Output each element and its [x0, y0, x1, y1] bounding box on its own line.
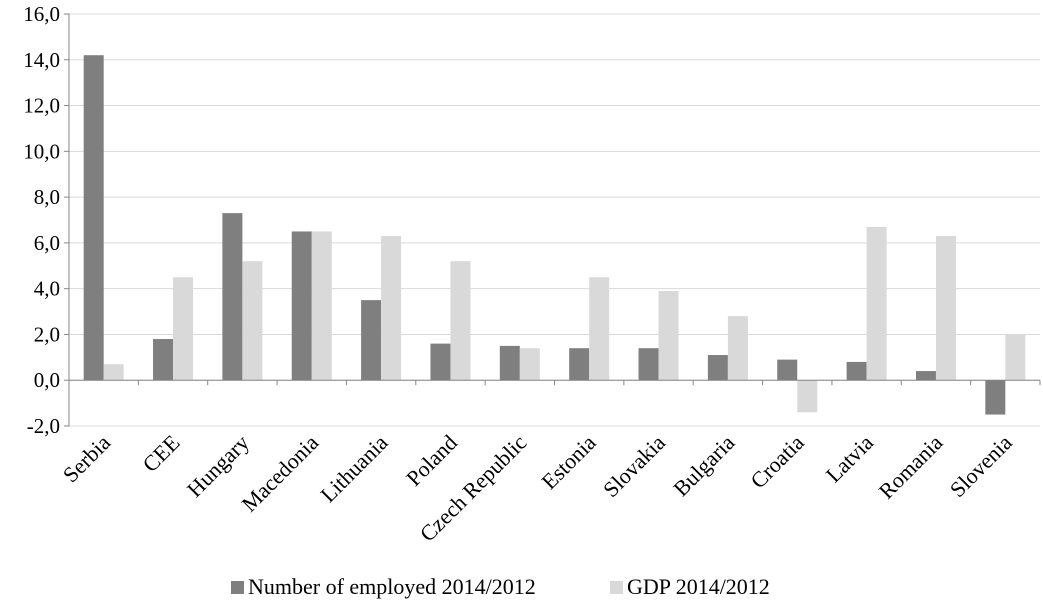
- legend: Number of employed 2014/2012 GDP 2014/201…: [231, 574, 770, 599]
- bar-gdp: [658, 290, 679, 381]
- category-label: Macedonia: [236, 430, 323, 517]
- bar-employed: [777, 359, 798, 381]
- bar-gdp: [103, 364, 124, 381]
- category-label: Slovenia: [945, 430, 1017, 502]
- bar-employed: [83, 55, 104, 381]
- category-label: Bulgaria: [668, 430, 739, 501]
- bar-gdp: [1005, 334, 1026, 381]
- category-label: Estonia: [536, 430, 601, 495]
- category-label: Latvia: [821, 430, 879, 488]
- bar-employed: [985, 380, 1006, 415]
- y-tick-label: -2,0: [27, 414, 60, 438]
- bar-employed: [707, 355, 728, 381]
- bar-employed: [291, 231, 312, 381]
- category-label: Romania: [874, 430, 948, 504]
- y-tick-label: 8,0: [34, 185, 60, 209]
- bar-gdp: [381, 236, 402, 381]
- category-label: Slovakia: [598, 430, 670, 502]
- y-tick-label: 16,0: [23, 2, 60, 26]
- bars: [83, 55, 1026, 415]
- bar-gdp: [797, 380, 818, 413]
- y-tick-label: 14,0: [23, 48, 60, 72]
- bar-gdp: [866, 226, 887, 381]
- bar-employed: [153, 339, 174, 381]
- category-label: CEE: [138, 430, 185, 477]
- bar-employed: [915, 371, 936, 381]
- gridlines: [69, 13, 1040, 427]
- bar-employed: [846, 361, 867, 381]
- category-label: Lithuania: [315, 430, 392, 507]
- category-label: Serbia: [58, 430, 116, 488]
- y-tick-labels: -2,0 0,0 2,0 4,0 6,0 8,0 10,0 12,0 14,0 16,0: [23, 2, 60, 438]
- legend-swatch-employed: [231, 581, 244, 594]
- y-tick-label: 12,0: [23, 94, 60, 118]
- bar-employed: [499, 345, 520, 381]
- bar-gdp: [589, 277, 610, 381]
- axes: [64, 13, 1041, 427]
- bar-employed: [638, 348, 659, 381]
- y-tick-label: 0,0: [34, 368, 60, 392]
- legend-label-employed: Number of employed 2014/2012: [248, 574, 536, 599]
- legend-swatch-gdp: [610, 581, 623, 594]
- bar-gdp: [727, 316, 748, 381]
- bar-gdp: [173, 277, 194, 381]
- bar-employed: [430, 343, 451, 381]
- bar-gdp: [450, 261, 471, 381]
- y-tick-label: 4,0: [34, 277, 60, 301]
- bar-employed: [569, 348, 590, 381]
- bar-gdp: [519, 348, 540, 381]
- category-label: Poland: [401, 430, 462, 491]
- bar-gdp: [935, 236, 956, 381]
- bar-employed: [361, 300, 382, 381]
- bar-gdp: [311, 231, 332, 381]
- bar-employed: [222, 213, 243, 381]
- legend-label-gdp: GDP 2014/2012: [627, 574, 770, 599]
- y-tick-label: 6,0: [34, 231, 60, 255]
- y-tick-label: 2,0: [34, 322, 60, 346]
- category-label: Croatia: [745, 430, 809, 494]
- y-tick-label: 10,0: [23, 139, 60, 163]
- bar-gdp: [242, 261, 263, 381]
